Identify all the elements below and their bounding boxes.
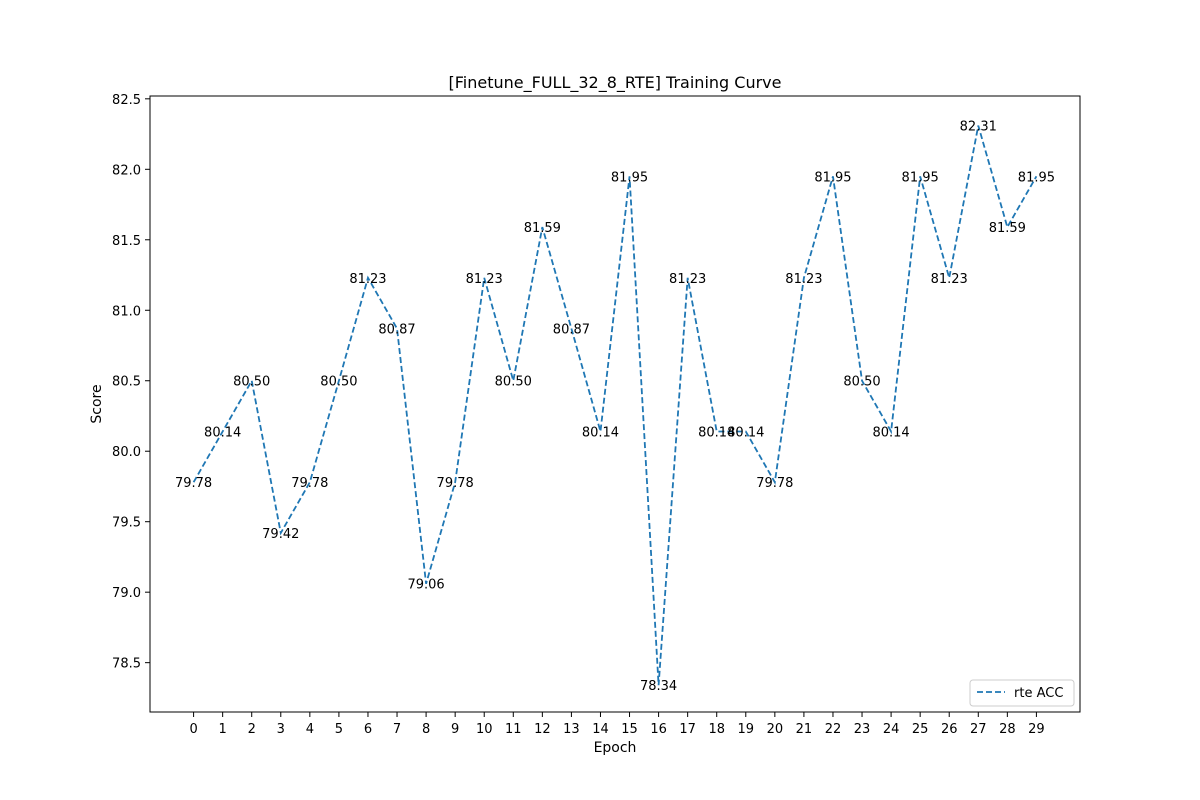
data-label: 81.23 <box>931 272 968 287</box>
x-tick-label: 27 <box>970 722 987 737</box>
x-tick-label: 19 <box>738 722 755 737</box>
y-tick-label: 78.5 <box>112 657 141 672</box>
data-label: 80.50 <box>495 375 532 390</box>
x-tick-label: 1 <box>219 722 227 737</box>
data-label: 79.78 <box>437 476 474 491</box>
data-label: 80.50 <box>843 375 880 390</box>
x-tick-label: 2 <box>248 722 256 737</box>
x-tick-label: 29 <box>1028 722 1045 737</box>
data-label: 81.95 <box>1018 170 1055 185</box>
plot-content: 79.78 80.14 80.50 79.42 79.78 80.50 81.23 80.87… <box>175 120 1055 695</box>
data-label: 81.95 <box>902 170 939 185</box>
y-axis-ticks: 78.5 79.0 79.5 80.0 80.5 81.0 81.5 82.0 82.5 <box>112 93 150 672</box>
x-tick-label: 21 <box>796 722 813 737</box>
x-tick-label: 10 <box>476 722 493 737</box>
x-tick-label: 14 <box>592 722 609 737</box>
x-tick-label: 24 <box>883 722 900 737</box>
data-label: 80.14 <box>872 425 909 440</box>
data-label: 81.23 <box>349 272 386 287</box>
x-tick-label: 4 <box>306 722 314 737</box>
legend-entry-rte-acc: rte ACC <box>1014 686 1063 701</box>
data-label: 82.31 <box>960 120 997 135</box>
x-axis-label: Epoch <box>594 740 637 756</box>
x-tick-label: 6 <box>364 722 372 737</box>
data-label: 80.14 <box>727 425 764 440</box>
x-tick-label: 3 <box>277 722 285 737</box>
data-label: 80.14 <box>204 425 241 440</box>
data-label: 79.42 <box>262 527 299 542</box>
data-label: 80.14 <box>698 425 735 440</box>
x-tick-label: 12 <box>534 722 551 737</box>
x-tick-label: 17 <box>679 722 696 737</box>
x-tick-label: 0 <box>189 722 197 737</box>
x-tick-label: 11 <box>505 722 522 737</box>
x-tick-label: 16 <box>650 722 667 737</box>
legend: rte ACC <box>969 679 1075 707</box>
y-tick-label: 80.0 <box>112 445 141 460</box>
y-tick-label: 82.0 <box>112 163 141 178</box>
data-label: 80.87 <box>378 323 415 338</box>
data-label: 80.50 <box>233 375 270 390</box>
y-axis-label: Score <box>89 384 105 423</box>
x-tick-label: 13 <box>563 722 580 737</box>
y-tick-label: 82.5 <box>112 93 141 108</box>
x-tick-label: 18 <box>708 722 725 737</box>
data-label: 80.50 <box>320 375 357 390</box>
data-label: 79.78 <box>756 476 793 491</box>
y-tick-label: 79.5 <box>112 516 141 531</box>
x-tick-label: 22 <box>825 722 842 737</box>
data-label: 81.59 <box>989 221 1026 236</box>
data-label: 81.23 <box>669 272 706 287</box>
data-label: 81.23 <box>785 272 822 287</box>
x-tick-label: 28 <box>999 722 1016 737</box>
data-label: 80.87 <box>553 323 590 338</box>
x-tick-label: 25 <box>912 722 929 737</box>
data-label: 79.78 <box>291 476 328 491</box>
data-label: 79.78 <box>175 476 212 491</box>
data-label: 79.06 <box>407 578 444 593</box>
y-tick-label: 81.0 <box>112 304 141 319</box>
x-tick-label: 26 <box>941 722 958 737</box>
y-tick-label: 81.5 <box>112 234 141 249</box>
y-tick-label: 80.5 <box>112 375 141 390</box>
data-label: 81.95 <box>814 170 851 185</box>
x-tick-label: 15 <box>621 722 638 737</box>
x-tick-label: 8 <box>422 722 430 737</box>
plot-frame <box>149 95 1081 713</box>
x-tick-label: 5 <box>335 722 343 737</box>
x-tick-label: 7 <box>393 722 401 737</box>
x-axis-ticks: 0 1 2 3 4 5 6 7 8 9 10 11 12 13 14 15 16 17 18 19 20 21 22 23 24… <box>189 712 1045 737</box>
data-label: 80.14 <box>582 425 619 440</box>
y-tick-label: 79.0 <box>112 586 141 601</box>
x-tick-label: 20 <box>767 722 784 737</box>
data-label: 81.23 <box>466 272 503 287</box>
data-label: 81.59 <box>524 221 561 236</box>
chart-title: [Finetune_FULL_32_8_RTE] Training Curve <box>449 73 782 93</box>
data-label: 78.34 <box>640 679 677 694</box>
legend-box <box>969 679 1075 707</box>
x-tick-label: 9 <box>451 722 459 737</box>
data-label: 81.95 <box>611 170 648 185</box>
x-tick-label: 23 <box>854 722 871 737</box>
series-line-rte-acc <box>192 125 1038 686</box>
